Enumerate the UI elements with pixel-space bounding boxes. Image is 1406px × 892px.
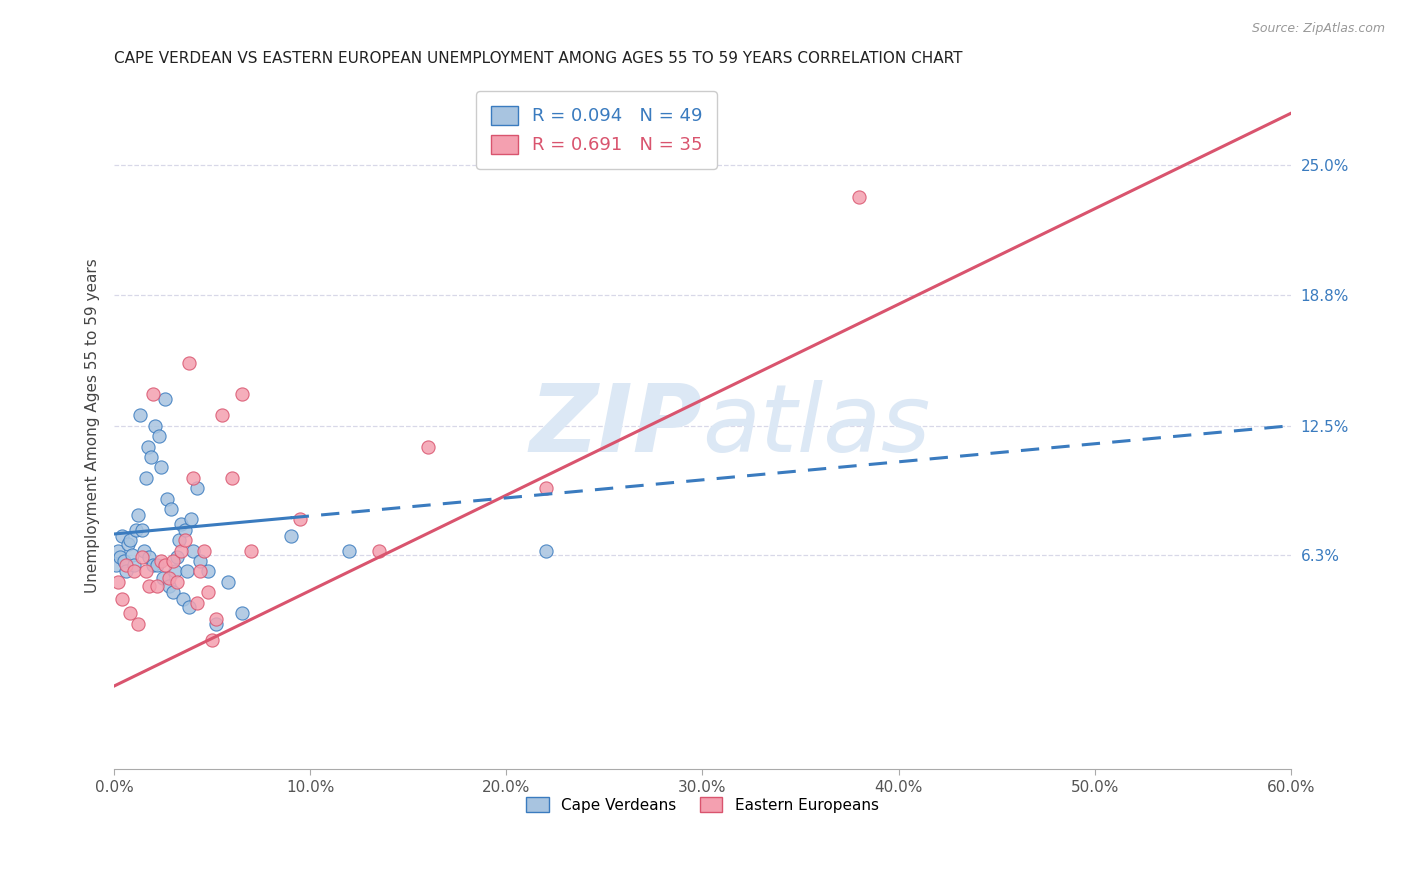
Point: [180, 512, 202, 526]
Point: [150, 554, 173, 568]
Point: [153, 558, 176, 573]
Point: [231, 387, 253, 401]
Point: [125, 523, 148, 537]
Point: [153, 392, 176, 406]
Point: [290, 512, 312, 526]
Text: ZIP: ZIP: [530, 380, 703, 472]
Point: [190, 554, 212, 568]
Point: [177, 356, 200, 370]
Point: [848, 189, 870, 203]
Point: [122, 558, 145, 573]
Point: [156, 491, 179, 506]
Point: [117, 537, 139, 551]
Point: [135, 471, 157, 485]
Point: [112, 554, 135, 568]
Point: [416, 440, 439, 454]
Point: [190, 565, 212, 579]
Point: [172, 591, 194, 606]
Point: [211, 409, 233, 423]
Point: [162, 554, 184, 568]
Point: [145, 418, 167, 433]
Point: [115, 565, 138, 579]
Point: [146, 558, 169, 573]
Point: [186, 481, 208, 495]
Point: [205, 616, 228, 631]
Point: [146, 579, 169, 593]
Point: [157, 579, 180, 593]
Point: [231, 606, 253, 620]
Point: [142, 387, 165, 401]
Point: [111, 529, 134, 543]
Point: [138, 549, 160, 564]
Point: [339, 543, 361, 558]
Point: [170, 516, 193, 531]
Point: [150, 460, 173, 475]
Point: [162, 585, 184, 599]
Point: [193, 543, 215, 558]
Point: [107, 574, 129, 589]
Point: [534, 481, 557, 495]
Point: [173, 523, 195, 537]
Point: [122, 565, 145, 579]
Point: [115, 558, 138, 573]
Point: [221, 471, 243, 485]
Point: [135, 565, 157, 579]
Point: [142, 558, 165, 573]
Point: [118, 606, 141, 620]
Point: [166, 574, 188, 589]
Point: [201, 633, 224, 648]
Point: [280, 529, 302, 543]
Point: [167, 533, 190, 548]
Point: [141, 450, 163, 464]
Point: [131, 549, 153, 564]
Point: [152, 571, 174, 585]
Point: [160, 502, 183, 516]
Point: [107, 543, 129, 558]
Legend: Cape Verdeans, Eastern Europeans: Cape Verdeans, Eastern Europeans: [516, 786, 890, 823]
Point: [534, 543, 557, 558]
Point: [177, 599, 200, 614]
Point: [181, 471, 204, 485]
Point: [205, 612, 228, 626]
Text: CAPE VERDEAN VS EASTERN EUROPEAN UNEMPLOYMENT AMONG AGES 55 TO 59 YEARS CORRELAT: CAPE VERDEAN VS EASTERN EUROPEAN UNEMPLO…: [114, 51, 963, 66]
Point: [170, 543, 193, 558]
Text: Source: ZipAtlas.com: Source: ZipAtlas.com: [1251, 22, 1385, 36]
Point: [181, 543, 204, 558]
Point: [108, 549, 131, 564]
Point: [157, 571, 180, 585]
Point: [118, 533, 141, 548]
Point: [127, 508, 149, 523]
Point: [217, 574, 239, 589]
Point: [127, 616, 149, 631]
Point: [105, 558, 128, 573]
Point: [111, 591, 134, 606]
Point: [128, 409, 150, 423]
Point: [176, 565, 198, 579]
Y-axis label: Unemployment Among Ages 55 to 59 years: Unemployment Among Ages 55 to 59 years: [86, 259, 100, 593]
Point: [132, 543, 155, 558]
Point: [121, 548, 143, 562]
Point: [197, 565, 219, 579]
Point: [166, 549, 188, 564]
Text: atlas: atlas: [703, 380, 931, 471]
Point: [367, 543, 389, 558]
Point: [240, 543, 263, 558]
Point: [163, 565, 186, 579]
Point: [186, 596, 208, 610]
Point: [148, 429, 170, 443]
Point: [136, 440, 159, 454]
Point: [131, 523, 153, 537]
Point: [197, 585, 219, 599]
Point: [138, 579, 160, 593]
Point: [173, 533, 195, 548]
